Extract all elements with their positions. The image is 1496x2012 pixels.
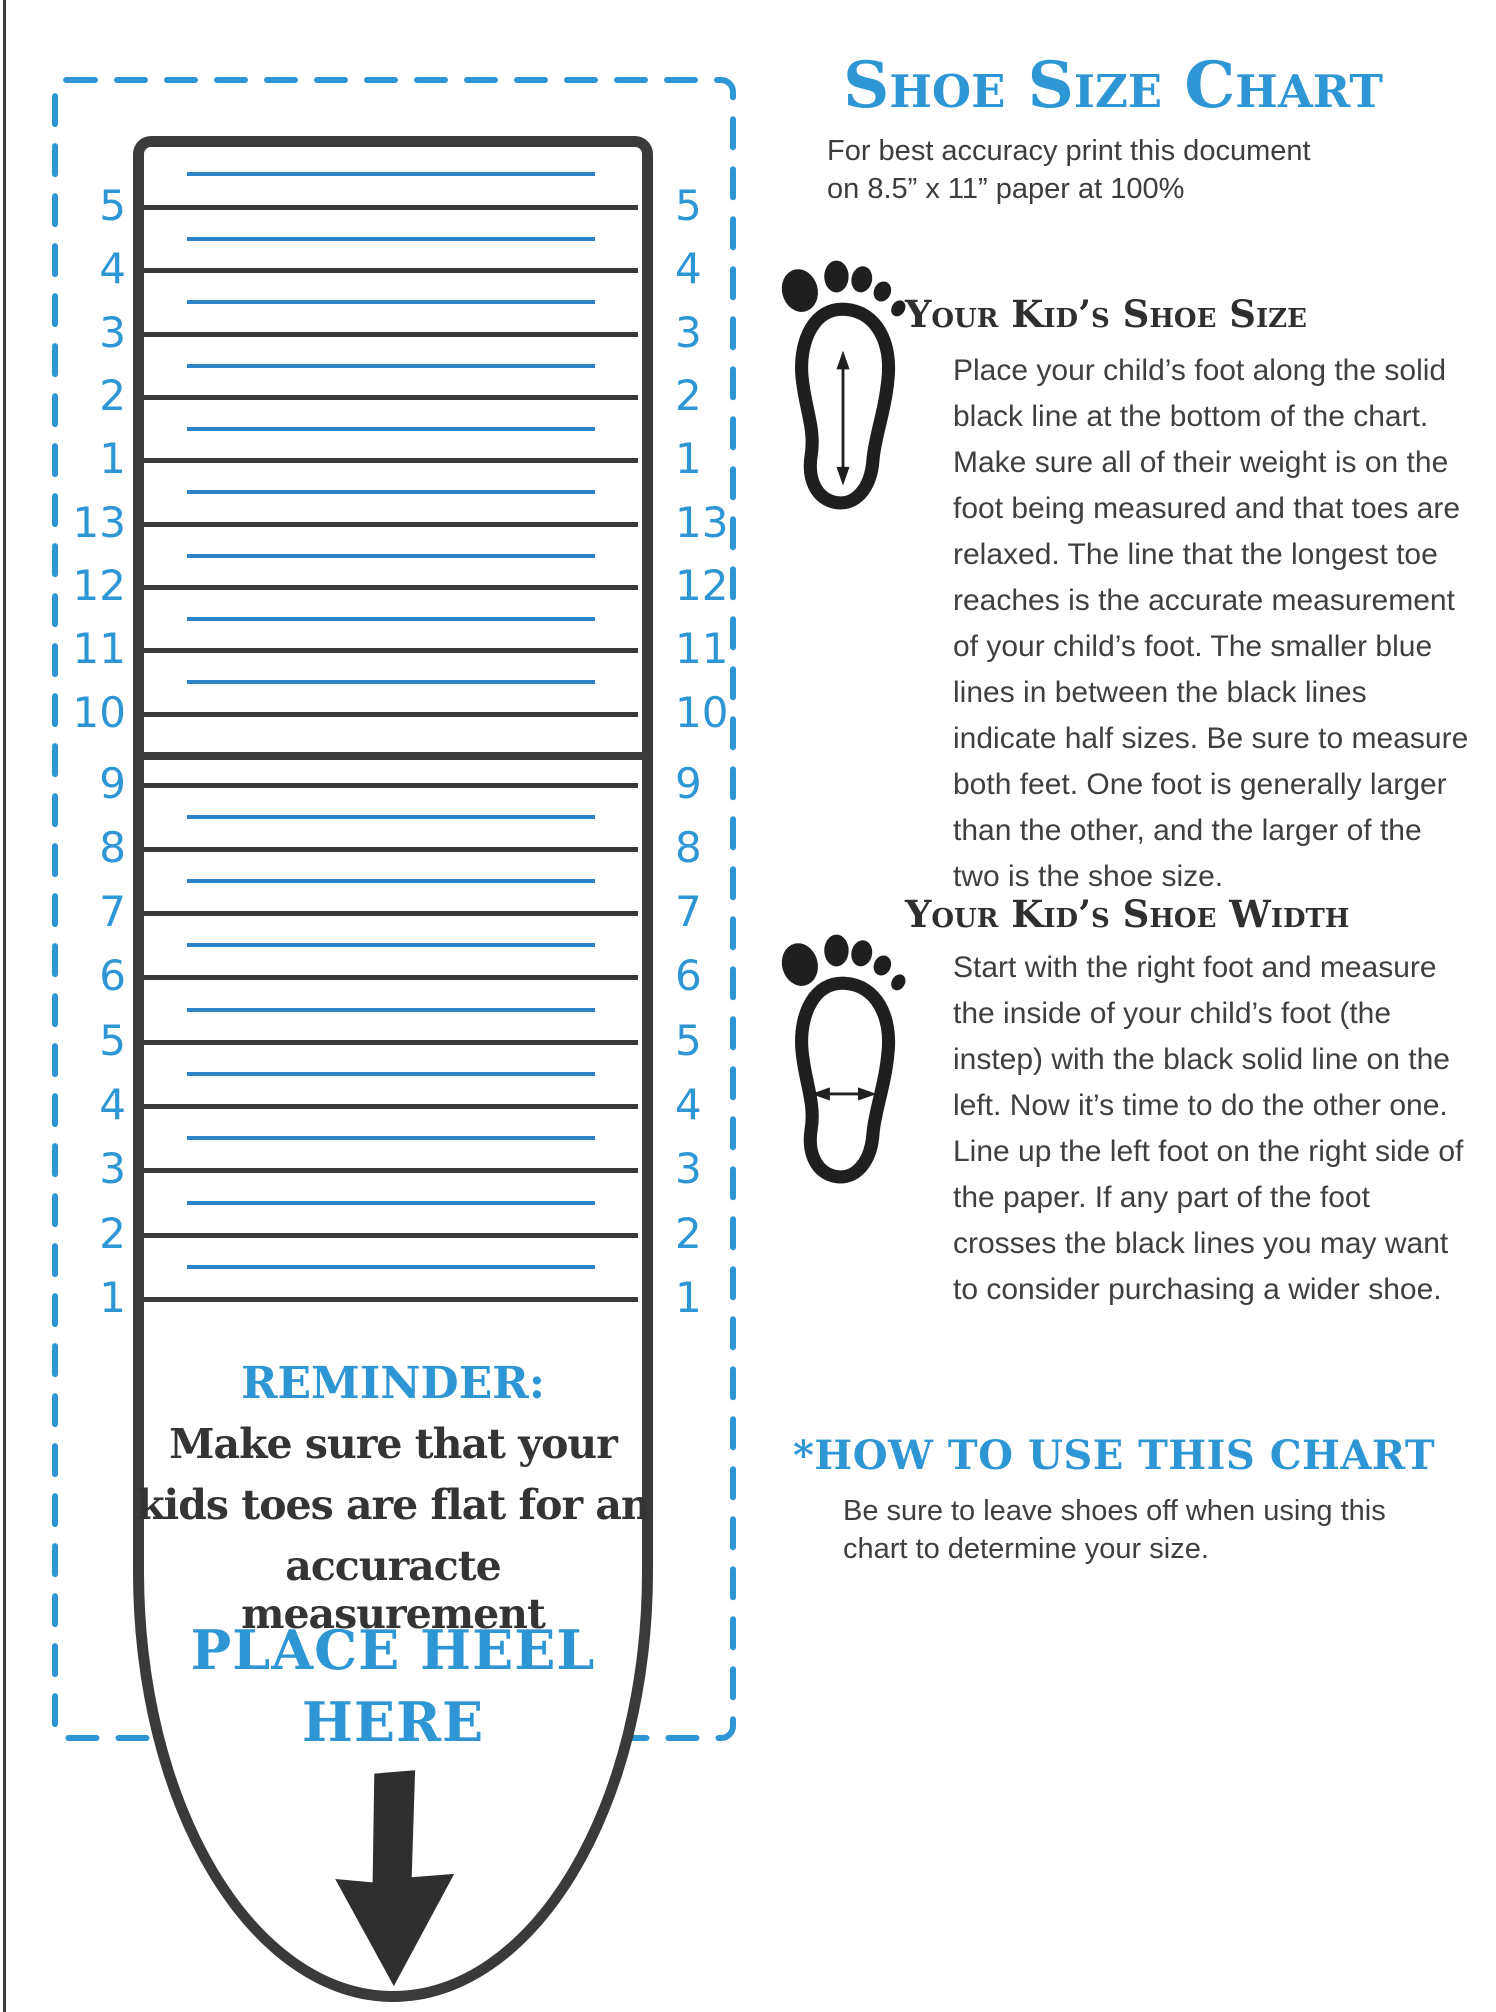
page-left-edge-line [3,0,6,2012]
size-label-right: 6 [675,950,702,1000]
scale-separator-line [144,752,642,760]
subtitle-line: For best accuracy print this document [827,135,1311,167]
half-size-line [187,617,595,621]
size-label-left: 1 [99,433,126,483]
size-label-left: 12 [72,560,126,610]
half-size-line [187,943,595,947]
size-label-right: 1 [675,1272,702,1322]
size-label-right: 4 [675,1079,702,1129]
size-line [144,1168,638,1173]
reminder-heading: REMINDER: [240,1358,546,1409]
reminder-line: accuracte measurement [241,1542,546,1638]
half-size-line [187,879,595,883]
size-label-left: 1 [99,1272,126,1322]
size-label-left: 3 [99,1143,126,1193]
half-size-line [187,1136,595,1140]
half-size-line [187,364,595,368]
size-line [144,205,638,210]
size-label-right: 9 [675,758,702,808]
half-size-line [187,1072,595,1076]
size-line [144,585,638,590]
section-body-shoe-width: Start with the right foot and measure th… [953,951,1464,1306]
how-to-use-body: Be sure to leave shoes off when using th… [843,1495,1386,1565]
size-label-right: 13 [675,497,729,547]
size-line [144,648,638,653]
size-label-left: 4 [99,243,126,293]
size-line [144,911,638,916]
size-label-left: 3 [99,307,126,357]
foot-length-measure-icon [781,260,906,510]
page-title: Shoe Size Chart [843,48,1383,123]
size-label-left: 2 [99,370,126,420]
half-size-line [187,554,595,558]
reminder-line: Make sure that your [169,1420,618,1468]
size-line [144,712,638,717]
size-label-right: 5 [675,1015,702,1065]
size-label-left: 5 [99,1015,126,1065]
foot-width-measure-icon [781,934,906,1184]
size-label-left: 8 [99,822,126,872]
size-label-right: 10 [675,687,729,737]
half-size-line [187,237,595,241]
size-line [144,268,638,273]
size-label-left: 5 [99,180,126,230]
half-size-line [187,815,595,819]
size-line [144,458,638,463]
size-label-right: 7 [675,886,702,936]
size-line [144,395,638,400]
size-label-left: 4 [99,1079,126,1129]
reminder-line: kids toes are flat for an [136,1481,651,1529]
size-label-left: 6 [99,950,126,1000]
half-size-line [187,1008,595,1012]
place-heel-label: PLACE HEEL [190,1618,596,1682]
size-line [144,522,638,527]
size-label-left: 13 [72,497,126,547]
size-line [144,783,638,788]
size-line [144,1104,638,1109]
size-label-right: 3 [675,307,702,357]
size-label-right: 4 [675,243,702,293]
size-line [144,847,638,852]
size-label-left: 2 [99,1208,126,1258]
place-heel-label: HERE [301,1690,485,1754]
ruler-outline [133,136,653,2002]
half-size-line [187,427,595,431]
half-size-line [187,490,595,494]
subtitle-line: on 8.5” x 11” paper at 100% [827,173,1185,205]
size-label-right: 2 [675,1208,702,1258]
size-label-right: 2 [675,370,702,420]
size-label-left: 7 [99,886,126,936]
size-label-right: 12 [675,560,729,610]
section-heading-shoe-width: Your Kid’s Shoe Width [905,892,1350,936]
size-line [144,1040,638,1045]
size-label-right: 8 [675,822,702,872]
section-heading-shoe-size: Your Kid’s Shoe Size [905,292,1307,336]
half-size-line [187,1201,595,1205]
half-size-line [187,1265,595,1269]
size-label-left: 11 [72,623,126,673]
size-line [144,1233,638,1238]
size-line [144,975,638,980]
half-size-line [187,300,595,304]
half-size-line [187,680,595,684]
size-line [144,1297,638,1302]
size-label-right: 3 [675,1143,702,1193]
section-body-shoe-size: Place your child’s foot along the solid … [953,354,1469,893]
size-label-left: 10 [72,687,126,737]
how-to-use-heading: *HOW TO USE THIS CHART [793,1432,1436,1479]
size-line [144,332,638,337]
size-label-left: 9 [99,758,126,808]
half-size-line [187,172,595,176]
size-label-right: 11 [675,623,729,673]
size-label-right: 5 [675,180,702,230]
size-label-right: 1 [675,433,702,483]
page-subtitle: For best accuracy print this document on… [827,132,1447,208]
down-arrow-icon [335,1770,455,1987]
